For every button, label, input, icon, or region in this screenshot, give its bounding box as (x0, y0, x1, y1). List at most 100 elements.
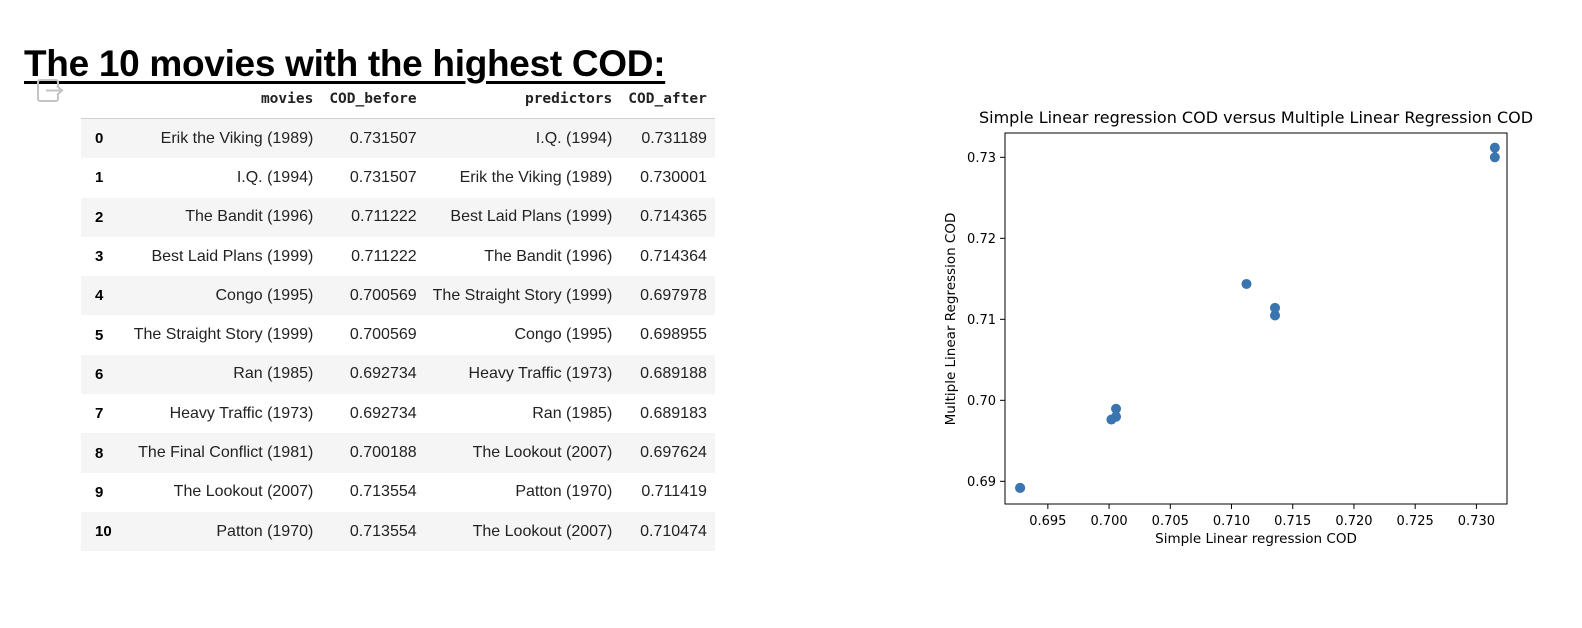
scatter-point (1106, 414, 1117, 425)
table-row: 10 Patton (1970) 0.713554 The Lookout (2007… (81, 511, 715, 552)
y-tick-label: 0.72 (967, 232, 996, 247)
row-index: 10 (95, 523, 112, 541)
scatter-point (1270, 302, 1281, 313)
cell-movie: I.Q. (1994) (236, 168, 314, 186)
row-index: 8 (95, 444, 104, 462)
cell-movie: Erik the Viking (1989) (160, 129, 314, 147)
cell-predictor: Heavy Traffic (1973) (468, 365, 613, 383)
cell-predictor: Best Laid Plans (1999) (450, 208, 613, 226)
scatter-point (1241, 278, 1252, 289)
column-header-index (81, 80, 126, 119)
y-axis: 0.69 0.70 0.71 0.72 0.73 (967, 151, 1005, 490)
scatter-point (1270, 310, 1281, 321)
cell-cod-before: 0.711222 (351, 208, 417, 226)
cell-cod-after: 0.730001 (640, 168, 707, 186)
scatter-point (1015, 482, 1026, 493)
cell-cod-before: 0.692734 (349, 404, 417, 422)
cell-predictor: I.Q. (1994) (535, 129, 613, 147)
x-tick-label: 0.710 (1213, 514, 1250, 529)
table-row: 7 Heavy Traffic (1973) 0.692734 Ran (1985) 0… (81, 394, 715, 433)
scatter-chart: Simple Linear regression COD versus Mult… (943, 108, 1533, 547)
x-tick-label: 0.705 (1152, 514, 1189, 529)
scatter-point (1489, 142, 1500, 153)
cell-cod-after: 0.714365 (640, 208, 707, 226)
cell-movie: The Final Conflict (1981) (138, 444, 314, 462)
table-row: 2 The Bandit (1996) 0.711222 Best Laid Plan… (81, 197, 715, 237)
cell-cod-before: 0.692734 (349, 365, 417, 383)
cell-predictor: The Straight Story (1999) (432, 286, 613, 304)
x-axis-label: Simple Linear regression COD (1155, 531, 1357, 547)
x-tick-label: 0.725 (1397, 514, 1434, 529)
column-header-cod-before: COD_before (321, 80, 425, 119)
y-tick-label: 0.69 (967, 475, 996, 490)
table-row: 6 Ran (1985) 0.692734 Heavy Traffic (1973) 0… (81, 354, 715, 395)
row-index: 1 (95, 169, 104, 187)
cell-cod-before: 0.713554 (349, 483, 417, 501)
dataframe-table: movies COD_before predictors COD_after 0… (81, 80, 715, 552)
cell-cod-before: 0.700569 (349, 326, 417, 344)
y-tick-label: 0.71 (967, 313, 996, 328)
table-row: 5 The Straight Story (1999) 0.700569 Congo … (81, 315, 715, 354)
cell-cod-after: 0.698955 (640, 326, 707, 344)
cell-cod-before: 0.731507 (349, 129, 417, 147)
cell-predictor: Congo (1995) (514, 326, 613, 344)
cell-movie: Ran (1985) (233, 365, 314, 383)
table-row: 4 Congo (1995) 0.700569 The Straight Story … (81, 276, 715, 316)
cell-cod-before: 0.700188 (349, 444, 417, 462)
cell-movie: Heavy Traffic (1973) (169, 404, 314, 422)
plot-frame (1004, 132, 1508, 505)
row-index: 4 (95, 287, 104, 305)
x-axis: 0.695 0.700 0.705 0.710 0.715 0.720 0.725 0.730 (1029, 504, 1495, 529)
table-body: 0 Erik the Viking (1989) 0.731507 I.Q. (199… (81, 118, 715, 552)
column-header-predictors: predictors (424, 80, 621, 119)
table-row: 1 I.Q. (1994) 0.731507 Erik the Viking (198… (81, 158, 715, 197)
table-row: 3 Best Laid Plans (1999) 0.711222 The Bandi… (81, 237, 715, 276)
cell-cod-after: 0.697624 (640, 444, 707, 462)
column-header-movies: movies (125, 80, 322, 119)
cell-predictor: The Bandit (1996) (484, 247, 613, 265)
x-tick-label: 0.700 (1090, 514, 1127, 529)
x-tick-label: 0.720 (1335, 514, 1372, 529)
page-title: The 10 movies with the highest COD: (24, 42, 666, 84)
table-row: 9 The Lookout (2007) 0.713554 Patton (1970)… (81, 473, 715, 512)
cell-predictor: Patton (1970) (515, 483, 613, 501)
cell-cod-before: 0.713554 (349, 522, 417, 540)
cell-cod-after: 0.710474 (640, 522, 707, 540)
cell-cod-after: 0.689188 (640, 365, 707, 383)
cell-cod-after: 0.697978 (640, 286, 707, 304)
cell-cod-before: 0.700569 (349, 286, 417, 304)
chart-title: Simple Linear regression COD versus Mult… (979, 108, 1533, 127)
output-icon[interactable] (36, 78, 64, 104)
cell-cod-before: 0.731507 (349, 168, 417, 186)
cell-cod-after: 0.714364 (640, 247, 707, 265)
table-header-row: movies COD_before predictors COD_after (81, 80, 715, 119)
scatter-point (1111, 403, 1122, 414)
cell-movie: The Lookout (2007) (173, 483, 314, 501)
cell-cod-after: 0.689183 (640, 404, 707, 422)
cell-movie: Patton (1970) (216, 522, 314, 540)
row-index: 9 (95, 483, 104, 501)
cell-movie: The Straight Story (1999) (133, 326, 314, 344)
column-header-cod-after: COD_after (620, 80, 715, 119)
x-tick-label: 0.695 (1029, 514, 1066, 529)
cell-movie: Best Laid Plans (1999) (151, 247, 314, 265)
cell-predictor: Erik the Viking (1989) (459, 168, 613, 186)
data-points (1015, 142, 1500, 493)
table-row: 8 The Final Conflict (1981) 0.700188 The Lo… (81, 433, 715, 473)
row-index: 5 (95, 326, 104, 344)
cell-cod-after: 0.711419 (641, 483, 707, 501)
row-index: 6 (95, 365, 104, 383)
row-index: 0 (95, 130, 104, 148)
cell-movie: The Bandit (1996) (185, 208, 314, 226)
cell-cod-after: 0.731189 (641, 129, 707, 147)
table-row: 0 Erik the Viking (1989) 0.731507 I.Q. (199… (81, 118, 715, 159)
y-tick-label: 0.70 (967, 394, 996, 409)
cell-predictor: The Lookout (2007) (472, 444, 613, 462)
y-tick-label: 0.73 (967, 151, 996, 166)
y-axis-label: Multiple Linear Regression COD (943, 213, 959, 426)
cell-movie: Congo (1995) (215, 286, 314, 304)
row-index: 7 (95, 405, 104, 423)
x-tick-label: 0.715 (1274, 514, 1311, 529)
row-index: 3 (95, 248, 104, 266)
scatter-point (1489, 152, 1500, 163)
